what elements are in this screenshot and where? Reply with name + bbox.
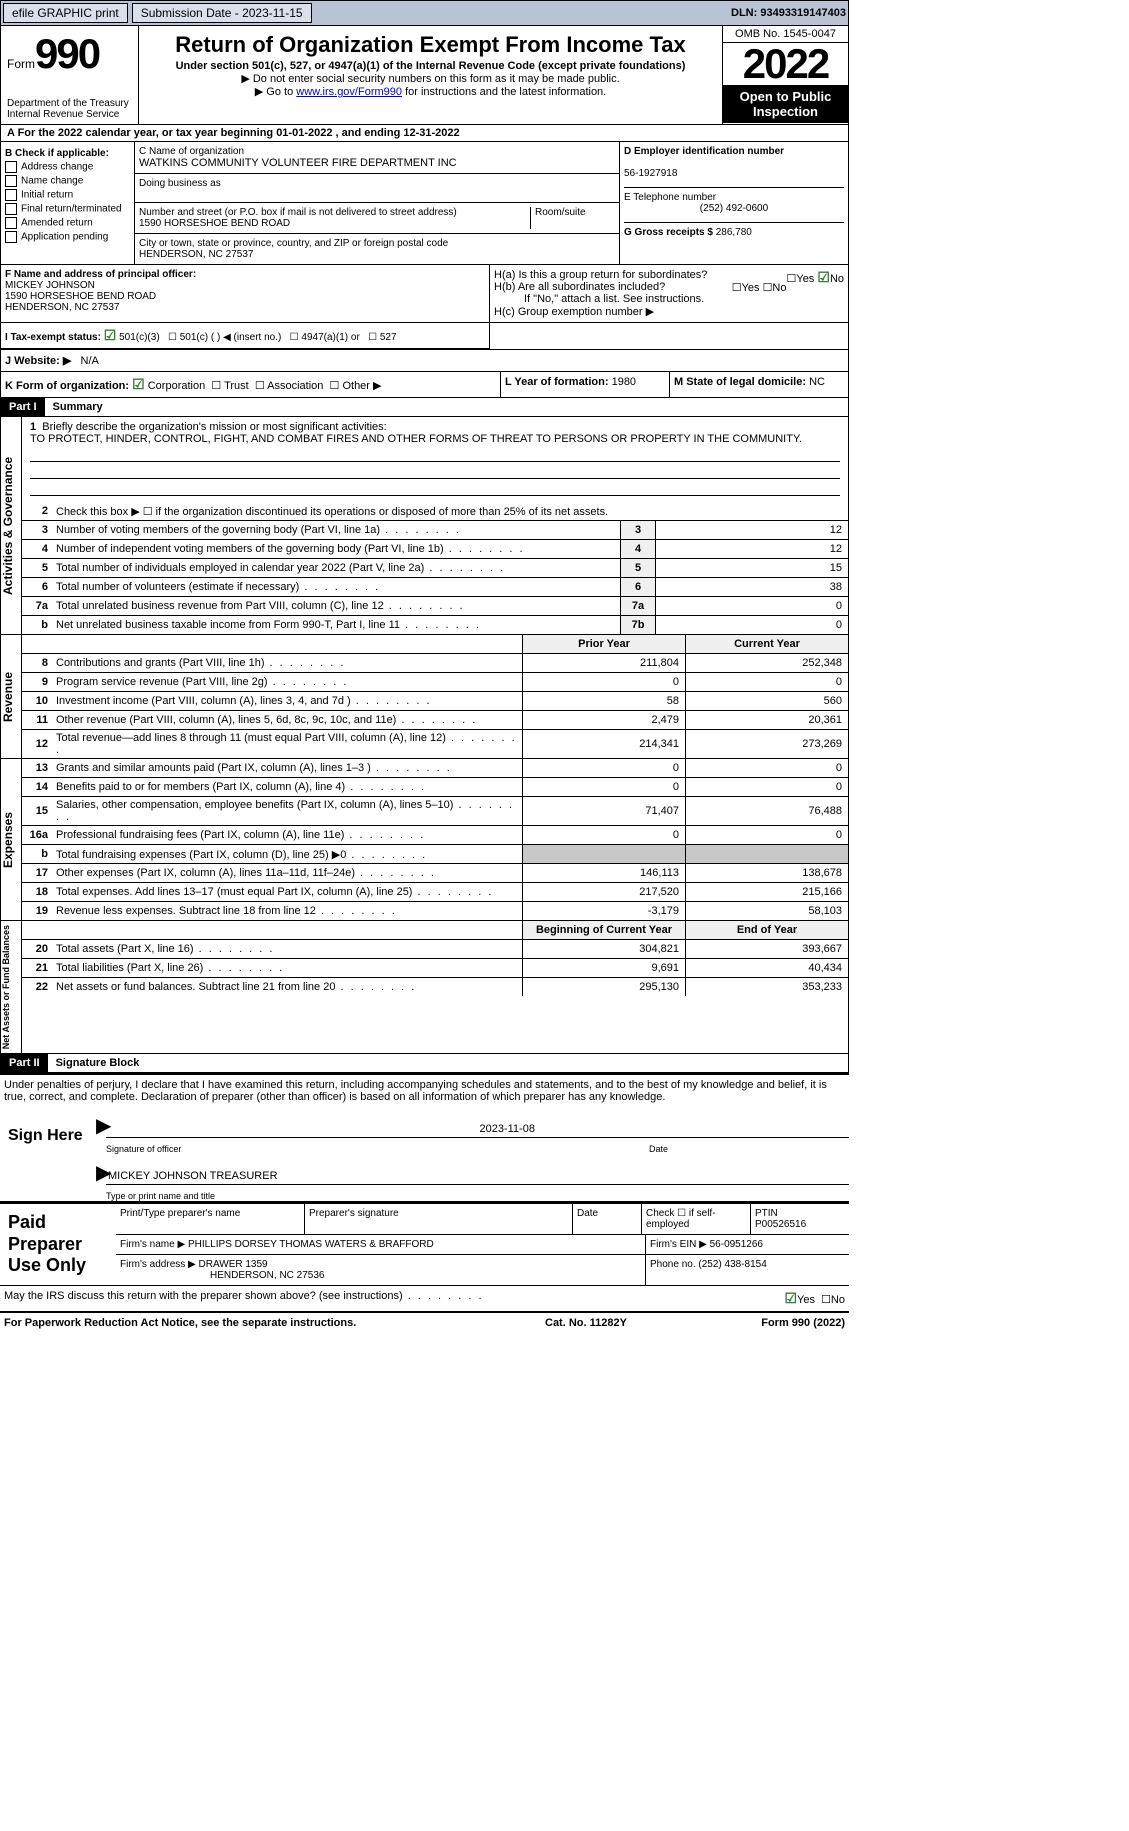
curr-year-header: Current Year — [685, 635, 848, 653]
prep-date-header: Date — [573, 1204, 642, 1234]
form-title: Return of Organization Exempt From Incom… — [143, 32, 718, 58]
h-note: If "No," attach a list. See instructions… — [494, 293, 844, 305]
sig-date: 2023-11-08 — [478, 1121, 850, 1138]
efile-btn[interactable]: efile GRAPHIC print — [3, 3, 128, 23]
exp-label: Expenses — [1, 759, 22, 920]
line-19: 19Revenue less expenses. Subtract line 1… — [22, 902, 848, 920]
chk-final[interactable]: Final return/terminated — [5, 203, 130, 215]
line-10: 10Investment income (Part VIII, column (… — [22, 692, 848, 711]
part1-bar: Part ISummary — [0, 398, 849, 417]
line-3: 3Number of voting members of the governi… — [22, 521, 848, 540]
irs-link[interactable]: www.irs.gov/Form990 — [296, 86, 402, 98]
chk-address[interactable]: Address change — [5, 161, 130, 173]
net-label: Net Assets or Fund Balances — [1, 921, 22, 1053]
sign-here-block: Sign Here ▶ 2023-11-08 Signature of offi… — [0, 1107, 849, 1202]
line-12: 12Total revenue—add lines 8 through 11 (… — [22, 730, 848, 758]
dept-treasury: Department of the Treasury — [7, 98, 132, 109]
line-13: 13Grants and similar amounts paid (Part … — [22, 759, 848, 778]
discuss-row: May the IRS discuss this return with the… — [0, 1285, 849, 1311]
line-6: 6Total number of volunteers (estimate if… — [22, 578, 848, 597]
ssn-note: ▶ Do not enter social security numbers o… — [143, 72, 718, 85]
line-7a: 7aTotal unrelated business revenue from … — [22, 597, 848, 616]
revenue-section: Revenue Prior Year Current Year 8Contrib… — [0, 635, 849, 759]
expenses-section: Expenses 13Grants and similar amounts pa… — [0, 759, 849, 921]
prep-name-header: Print/Type preparer's name — [116, 1204, 305, 1234]
line-14: 14Benefits paid to or for members (Part … — [22, 778, 848, 797]
form-subtitle: Under section 501(c), 527, or 4947(a)(1)… — [143, 60, 718, 72]
street-box: Number and street (or P.O. box if mail i… — [135, 203, 619, 234]
line-9: 9Program service revenue (Part VIII, lin… — [22, 673, 848, 692]
firm-phone: Phone no. (252) 438-8154 — [646, 1255, 849, 1285]
end-year-header: End of Year — [685, 921, 848, 939]
line-17: 17Other expenses (Part IX, column (A), l… — [22, 864, 848, 883]
row-a-period: A For the 2022 calendar year, or tax yea… — [0, 125, 849, 142]
ptin-cell: PTINP00526516 — [751, 1204, 849, 1234]
submission-btn: Submission Date - 2023-11-15 — [132, 3, 312, 23]
line-21: 21Total liabilities (Part X, line 26)9,6… — [22, 959, 848, 978]
line-15: 15Salaries, other compensation, employee… — [22, 797, 848, 826]
dba-box: Doing business as — [135, 174, 619, 203]
officer-name: MICKEY JOHNSON TREASURER — [106, 1168, 849, 1185]
line-7b: bNet unrelated business taxable income f… — [22, 616, 848, 634]
chk-pending[interactable]: Application pending — [5, 231, 130, 243]
public-inspection: Open to Public Inspection — [723, 85, 848, 123]
line-8: 8Contributions and grants (Part VIII, li… — [22, 654, 848, 673]
org-name-box: C Name of organization WATKINS COMMUNITY… — [135, 142, 619, 174]
chk-initial[interactable]: Initial return — [5, 189, 130, 201]
top-bar: efile GRAPHIC print Submission Date - 20… — [0, 0, 849, 26]
mission-box: 1 Briefly describe the organization's mi… — [22, 417, 848, 502]
link-note: ▶ Go to www.irs.gov/Form990 for instruct… — [143, 85, 718, 98]
hc-row: H(c) Group exemption number ▶ — [494, 305, 844, 318]
part2-bar: Part IISignature Block — [0, 1054, 849, 1073]
line-5: 5Total number of individuals employed in… — [22, 559, 848, 578]
tel-box: E Telephone number(252) 492-0600 — [624, 187, 844, 214]
line-18: 18Total expenses. Add lines 13–17 (must … — [22, 883, 848, 902]
beg-year-header: Beginning of Current Year — [522, 921, 685, 939]
firm-name: Firm's name ▶ PHILLIPS DORSEY THOMAS WAT… — [116, 1235, 646, 1254]
net-assets-section: Net Assets or Fund Balances Beginning of… — [0, 921, 849, 1054]
prior-year-header: Prior Year — [522, 635, 685, 653]
prep-sig-header: Preparer's signature — [305, 1204, 573, 1234]
governance-section: Activities & Governance 1 Briefly descri… — [0, 417, 849, 635]
city-box: City or town, state or province, country… — [135, 234, 619, 264]
ein-box: D Employer identification number56-19279… — [624, 146, 844, 179]
tax-year: 2022 — [723, 43, 848, 85]
page-footer: For Paperwork Reduction Act Notice, see … — [0, 1311, 849, 1333]
officer-row: F Name and address of principal officer:… — [0, 265, 849, 323]
line-b: bTotal fundraising expenses (Part IX, co… — [22, 845, 848, 864]
form-number: Form990 — [7, 30, 132, 78]
row-k: K Form of organization: ☑ Corporation ☐ … — [0, 372, 849, 398]
form-header: Form990 Department of the Treasury Inter… — [0, 26, 849, 125]
line-20: 20Total assets (Part X, line 16)304,8213… — [22, 940, 848, 959]
line-16a: 16aProfessional fundraising fees (Part I… — [22, 826, 848, 845]
line-4: 4Number of independent voting members of… — [22, 540, 848, 559]
gov-label: Activities & Governance — [1, 417, 22, 634]
chk-amended[interactable]: Amended return — [5, 217, 130, 229]
dln: DLN: 93493319147403 — [731, 7, 846, 19]
line-2: Check this box ▶ ☐ if the organization d… — [54, 503, 848, 520]
firm-ein: Firm's EIN ▶ 56-0951266 — [646, 1235, 849, 1254]
line-22: 22Net assets or fund balances. Subtract … — [22, 978, 848, 996]
tax-status-row: I Tax-exempt status: ☑ 501(c)(3) ☐ 501(c… — [0, 323, 849, 350]
officer-sig[interactable] — [106, 1133, 478, 1138]
rev-label: Revenue — [1, 635, 22, 758]
irs-label: Internal Revenue Service — [7, 109, 132, 120]
preparer-block: Paid Preparer Use Only Print/Type prepar… — [0, 1202, 849, 1285]
website-row: J Website: ▶ N/A — [0, 350, 849, 372]
ha-row: H(a) Is this a group return for subordin… — [494, 269, 844, 281]
penalties-text: Under penalties of perjury, I declare th… — [0, 1073, 849, 1107]
entity-grid: B Check if applicable: Address change Na… — [0, 142, 849, 265]
line-11: 11Other revenue (Part VIII, column (A), … — [22, 711, 848, 730]
col-b-label: B Check if applicable: — [5, 148, 130, 159]
prep-self-emp[interactable]: Check ☐ if self-employed — [642, 1204, 751, 1234]
gross-box: G Gross receipts $ 286,780 — [624, 222, 844, 238]
firm-addr: Firm's address ▶ DRAWER 1359HENDERSON, N… — [116, 1255, 646, 1285]
chk-name[interactable]: Name change — [5, 175, 130, 187]
